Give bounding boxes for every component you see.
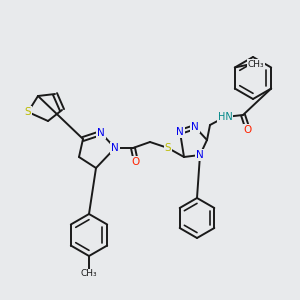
Text: N: N bbox=[111, 143, 119, 153]
Text: S: S bbox=[165, 143, 171, 153]
Text: N: N bbox=[191, 122, 199, 132]
Text: S: S bbox=[25, 107, 31, 117]
Text: CH₃: CH₃ bbox=[81, 269, 97, 278]
Text: N: N bbox=[176, 127, 184, 137]
Text: HN: HN bbox=[218, 112, 232, 122]
Text: CH₃: CH₃ bbox=[248, 60, 264, 69]
Text: O: O bbox=[244, 125, 252, 135]
Text: N: N bbox=[97, 128, 105, 138]
Text: N: N bbox=[196, 150, 204, 160]
Text: O: O bbox=[132, 157, 140, 167]
